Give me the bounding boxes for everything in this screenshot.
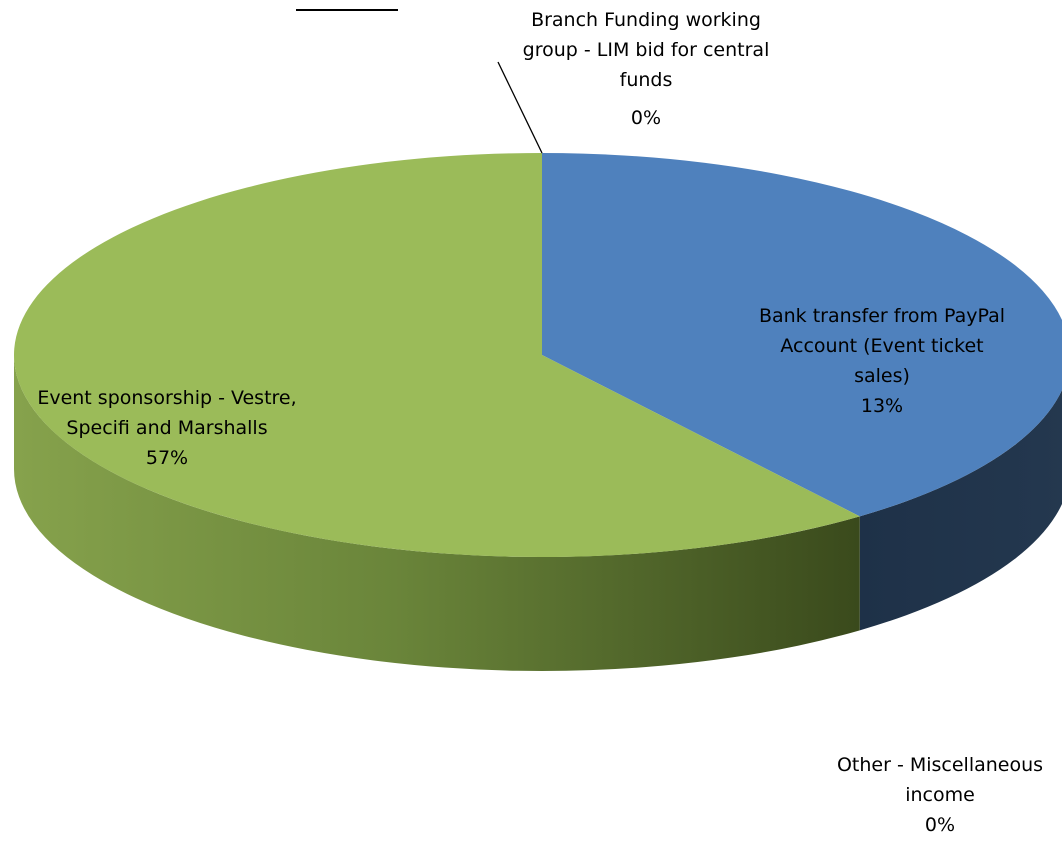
label-line: sales) [854,365,910,387]
leader-line-branch-funding [497,61,543,154]
label-line: funds [620,69,673,91]
data-label-percent: 0% [925,814,955,836]
slice-label-bank-transfer: Bank transfer from PayPal Account (Event… [759,305,1005,417]
pie-side-event-sponsorship-vestre-specifi-and-marshalls [14,355,860,672]
pie-slice-event-sponsorship-vestre-specifi-and-marshalls [13,153,860,558]
label-line: Event sponsorship - Vestre, [37,387,296,409]
data-label-percent: 0% [631,107,661,129]
pie-slice-bank-transfer-from-paypal-account-event-ticket-sales [542,153,1062,517]
label-line: Bank transfer from PayPal [759,305,1005,327]
label-line: income [905,784,975,806]
pie-top-faces [13,153,1062,558]
label-line: Branch Funding working [531,9,761,31]
label-line: Account (Event ticket [780,335,983,357]
label-line: Specifi and Marshalls [66,417,267,439]
slice-label-branch-funding: Branch Funding working group - LIM bid f… [523,9,770,129]
pie-side-walls [14,355,1062,672]
label-line: group - LIM bid for central [523,39,770,61]
data-label-percent: 57% [146,447,188,469]
slice-label-event-sponsorship: Event sponsorship - Vestre, Specifi and … [37,387,296,469]
slice-label-other: Other - Miscellaneous income 0% [837,754,1043,836]
data-label-percent: 13% [861,395,903,417]
label-line: Other - Miscellaneous [837,754,1043,776]
pie-side-bank-transfer-from-paypal-account-event-ticket-sales [859,389,1062,631]
